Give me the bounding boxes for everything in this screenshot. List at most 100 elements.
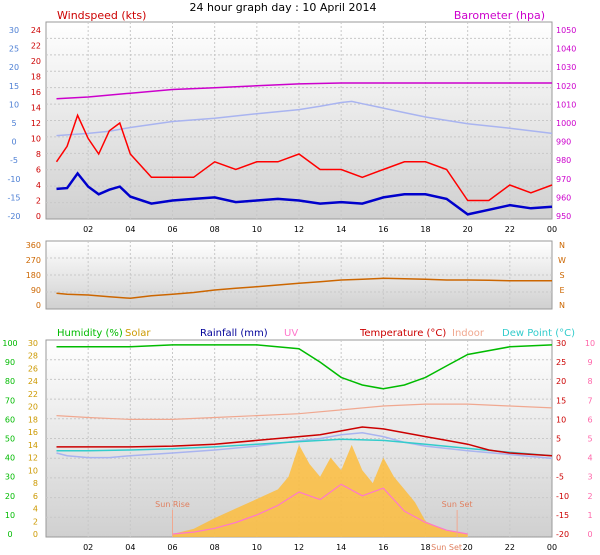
hour-tick-label: 00 [547,225,557,234]
hour-tick-label: 06 [167,543,177,552]
temperature-tick-label: 30 [556,339,566,348]
barometer-label: Barometer (hpa) [454,9,545,22]
temperature-tick-label: -10 [556,492,569,501]
humidity-tick-label: 0 [7,530,12,539]
hour-tick-label: 22 [505,543,515,552]
solar-area [172,444,468,537]
panel1-series [55,82,553,216]
hour-tick-label: 00 [547,543,557,552]
hour-tick-label: 16 [378,543,388,552]
panel2-left-axis: 360 270 180 90 0 [26,241,41,310]
hour-tick-label: 22 [505,225,515,234]
panel1-grid [46,22,552,219]
barometer-tick-label: 970 [556,175,571,184]
windspeed-tick-label: 2 [36,197,41,206]
solar-tick-label: 30 [28,339,38,348]
windspeed-tick-label: 0 [36,212,41,221]
solar-tick-label: 10 [28,466,38,475]
hour-tick-label: 20 [463,543,473,552]
uv-tick-label: 7 [587,396,592,405]
uv-tick-label: 4 [587,454,592,463]
panel3-axes: 1009080706050403020100302826242220181614… [2,339,595,539]
panel1-hour-labels: 02 04 06 08 10 12 14 16 18 20 22 00 [83,225,557,234]
solar-tick-label: 24 [28,377,38,386]
sunset-axis-label: Sun Set [431,543,462,552]
barometer-tick-label: 990 [556,138,571,147]
solar-tick-label: 2 [33,517,38,526]
hour-tick-label: 12 [294,543,304,552]
hour-tick-label: 02 [83,225,93,234]
compass-label: N [559,241,565,250]
outer-tick-label: -20 [7,212,20,221]
solar-tick-label: 4 [33,505,38,514]
solar-tick-label: 8 [33,479,38,488]
humidity-tick-label: 80 [5,377,15,386]
windspeed-tick-label: 14 [31,104,41,113]
outer-tick-label: -15 [7,193,20,202]
hour-tick-label: 02 [83,543,93,552]
humidity-tick-label: 30 [5,473,15,482]
solar-tick-label: 22 [28,390,38,399]
legend-item: Rainfall (mm) [200,328,268,339]
outer-tick-label: 20 [9,63,19,72]
windspeed-tick-label: 22 [31,42,41,51]
compass-label: N [559,301,565,310]
uv-tick-label: 6 [587,415,592,424]
temperature-tick-label: 25 [556,358,566,367]
temperature-light-line [56,100,553,137]
hour-tick-label: 04 [125,543,135,552]
barometer-tick-label: 1050 [556,26,576,35]
panel2-series [56,277,552,300]
humidity-tick-label: 60 [5,415,15,424]
panel2-grid [46,241,552,309]
hour-tick-label: 20 [463,225,473,234]
temperature-tick-label: -20 [556,530,569,539]
uv-tick-label: 1 [587,511,592,520]
outer-tick-label: 0 [11,138,16,147]
hour-tick-label: 16 [378,225,388,234]
hour-tick-label: 08 [210,225,220,234]
windspeed-tick-label: 10 [31,135,41,144]
hour-tick-label: 06 [167,225,177,234]
direction-tick-label: 90 [31,286,41,295]
panel3-hour-labels: 02 04 06 08 10 12 14 16 18 20 22 00 [83,543,557,552]
temperature-line [56,426,553,457]
humidity-tick-label: 20 [5,492,15,501]
windspeed-tick-label: 6 [36,166,41,175]
barometer-tick-label: 980 [556,156,571,165]
panel1-outer-left-axis: 30 25 20 15 10 5 0 -5 -10 -15 -20 [7,26,20,221]
uv-tick-label: 10 [585,339,595,348]
hour-tick-label: 10 [252,225,262,234]
panel1-right-axis: 1050 1040 1030 1020 1010 1000 990 980 970 960 950 [556,26,576,221]
solar-tick-label: 12 [28,454,38,463]
solar-tick-label: 20 [28,403,38,412]
wind-max-line [55,113,553,202]
solar-tick-label: 14 [28,441,38,450]
hour-tick-label: 08 [210,543,220,552]
humidity-tick-label: 90 [5,358,15,367]
sunrise-label: Sun Rise [155,500,190,509]
sunset-label: Sun Set [442,500,473,509]
temperature-tick-label: 10 [556,415,566,424]
uv-tick-label: 3 [587,473,592,482]
barometer-tick-label: 950 [556,212,571,221]
outer-tick-label: 15 [9,82,19,91]
temperature-tick-label: -5 [556,473,564,482]
humidity-tick-label: 40 [5,454,15,463]
hour-tick-label: 14 [336,543,346,552]
barometer-line [56,82,552,100]
windspeed-tick-label: 20 [31,57,41,66]
humidity-tick-label: 10 [5,511,15,520]
windspeed-tick-label: 18 [31,73,41,82]
panel3-legend: Humidity (%) Solar Rainfall (mm) UV Temperat… [57,328,575,339]
uv-tick-label: 0 [587,530,592,539]
temperature-light-line [56,432,553,460]
legend-item: Humidity (%) [57,328,123,339]
barometer-tick-label: 1030 [556,63,576,72]
direction-tick-label: 270 [26,256,41,265]
uv-tick-label: 5 [587,435,592,444]
legend-item: UV [284,328,298,339]
